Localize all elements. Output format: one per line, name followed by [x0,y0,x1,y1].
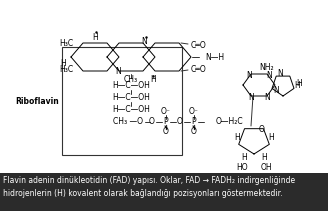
Text: O—H₂C: O—H₂C [216,118,244,127]
Text: P: P [164,118,168,127]
Text: O: O [191,127,197,137]
Text: H: H [60,58,66,68]
Text: O⁻: O⁻ [161,107,171,116]
Text: H: H [294,81,300,89]
Text: H: H [241,153,247,162]
Text: H—C—OH: H—C—OH [112,106,150,115]
Text: N: N [266,72,272,81]
Text: H—C—OH: H—C—OH [112,81,150,91]
Text: C═O: C═O [191,41,207,50]
Text: Flavin adenin dinükleotidin (FAD) yapısı. Oklar, FAD → FADH₂ indirgenliğinde
hid: Flavin adenin dinükleotidin (FAD) yapısı… [3,176,295,197]
Text: N: N [246,72,252,81]
Text: H: H [268,133,274,142]
Bar [62,47,182,155]
Text: H₃C: H₃C [59,39,73,49]
Text: N: N [274,86,279,95]
Text: N: N [277,69,283,78]
Text: H: H [261,153,267,162]
Text: H₃C: H₃C [59,65,73,74]
Text: P: P [192,118,196,127]
Text: CH₃ —O: CH₃ —O [113,118,143,127]
Text: CH₃: CH₃ [124,76,138,84]
Text: N—H: N—H [205,53,224,61]
Text: HO: HO [236,164,248,173]
Text: O: O [163,127,169,137]
Text: O: O [259,126,265,134]
Text: NH₂: NH₂ [260,62,274,72]
Text: O⁻: O⁻ [189,107,199,116]
Text: O: O [149,118,155,127]
Text: N: N [115,68,121,77]
Text: Riboflavin: Riboflavin [15,96,59,106]
Text: OH: OH [260,164,272,173]
Text: O: O [177,118,183,127]
Text: N: N [248,93,254,103]
Bar [0,173,328,211]
Text: Ḣ: Ḣ [150,74,156,84]
Text: N: N [141,38,147,46]
Text: H: H [296,78,302,88]
Text: N: N [264,93,270,103]
Text: H: H [92,32,98,42]
Text: H: H [234,133,240,142]
Text: C═O: C═O [191,65,207,73]
Text: H—C—OH: H—C—OH [112,93,150,103]
